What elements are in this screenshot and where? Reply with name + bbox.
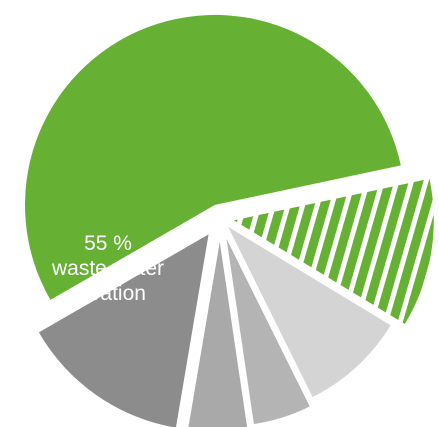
- slice-label-line-1: waste water: [51, 257, 164, 280]
- pie-slice-3: [228, 226, 391, 398]
- pie-slice-6: [38, 234, 209, 427]
- pie-slice-2: [233, 178, 434, 324]
- pie-slice-1: [24, 14, 401, 300]
- slice-label-value: 55 %: [84, 232, 132, 255]
- slice-label-line-2: aeration: [70, 282, 146, 305]
- pie-slice-4: [226, 238, 310, 424]
- pie-slice-5: [188, 241, 248, 427]
- pie-slices: [24, 14, 434, 427]
- pie-labels: 55 % waste water aeration: [51, 232, 164, 305]
